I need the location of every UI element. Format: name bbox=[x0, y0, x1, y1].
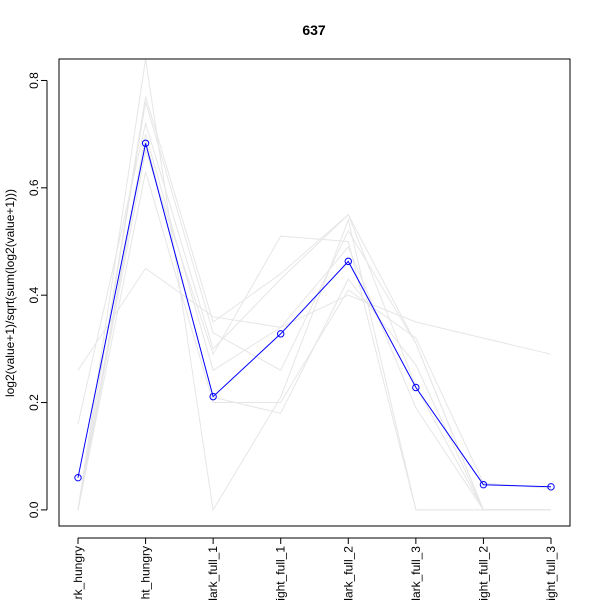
highlight-series-line bbox=[77, 143, 552, 488]
y-axis-title: log2(value+1)/sqrt(sum(log2(value+1))) bbox=[3, 189, 17, 397]
highlight-point-light_full_3 bbox=[547, 483, 555, 491]
y-tick-label: 0.6 bbox=[27, 179, 41, 196]
background-series-line-2 bbox=[77, 267, 552, 371]
background-series-group bbox=[77, 58, 552, 512]
background-series-line-6 bbox=[77, 148, 551, 511]
y-tick-label: 0.2 bbox=[27, 394, 41, 411]
highlight-series-group bbox=[74, 139, 555, 491]
x-tick-label-light_full_2: light_full_2 bbox=[476, 546, 490, 600]
plot-frame bbox=[58, 58, 571, 527]
y-axis: 0.0 0.2 0.4 0.6 0.8 bbox=[27, 72, 48, 518]
y-tick-label: 0.4 bbox=[27, 287, 41, 304]
highlight-point-light_full_2 bbox=[479, 480, 488, 489]
highlight-point-dark_full_3 bbox=[412, 383, 420, 392]
x-tick-label-dark_hungry: dark_hungry bbox=[71, 546, 85, 600]
chart-title: 637 bbox=[302, 22, 326, 38]
x-axis: dark_hungry light_hungry dark_full_1 light_… bbox=[71, 537, 558, 600]
highlight-point-dark_full_2 bbox=[344, 257, 352, 266]
x-tick-label-dark_full_3: dark_full_3 bbox=[409, 546, 423, 600]
y-tick-label: 0.0 bbox=[27, 501, 41, 518]
highlight-point-light_hungry bbox=[141, 139, 150, 147]
background-series-line-5 bbox=[77, 133, 551, 511]
background-series-line-4 bbox=[77, 171, 552, 510]
x-tick-label-light_full_3: light_full_3 bbox=[544, 546, 558, 600]
background-series-line-3 bbox=[77, 121, 551, 511]
highlight-point-dark_hungry bbox=[74, 473, 82, 482]
y-tick-label: 0.8 bbox=[27, 72, 41, 89]
x-tick-label-dark_full_1: dark_full_1 bbox=[206, 546, 220, 600]
x-tick-label-light_full_1: light_full_1 bbox=[274, 546, 288, 600]
background-series-line-9 bbox=[77, 96, 551, 511]
highlight-point-light_full_1 bbox=[277, 330, 285, 338]
background-series-line-7 bbox=[77, 101, 551, 511]
background-series-line-8 bbox=[77, 139, 551, 511]
x-tick-label-dark_full_2: dark_full_2 bbox=[341, 546, 355, 600]
x-tick-label-light_hungry: light_hungry bbox=[139, 546, 153, 600]
highlight-point-dark_full_1 bbox=[209, 392, 217, 401]
background-series-line-1 bbox=[77, 58, 551, 512]
